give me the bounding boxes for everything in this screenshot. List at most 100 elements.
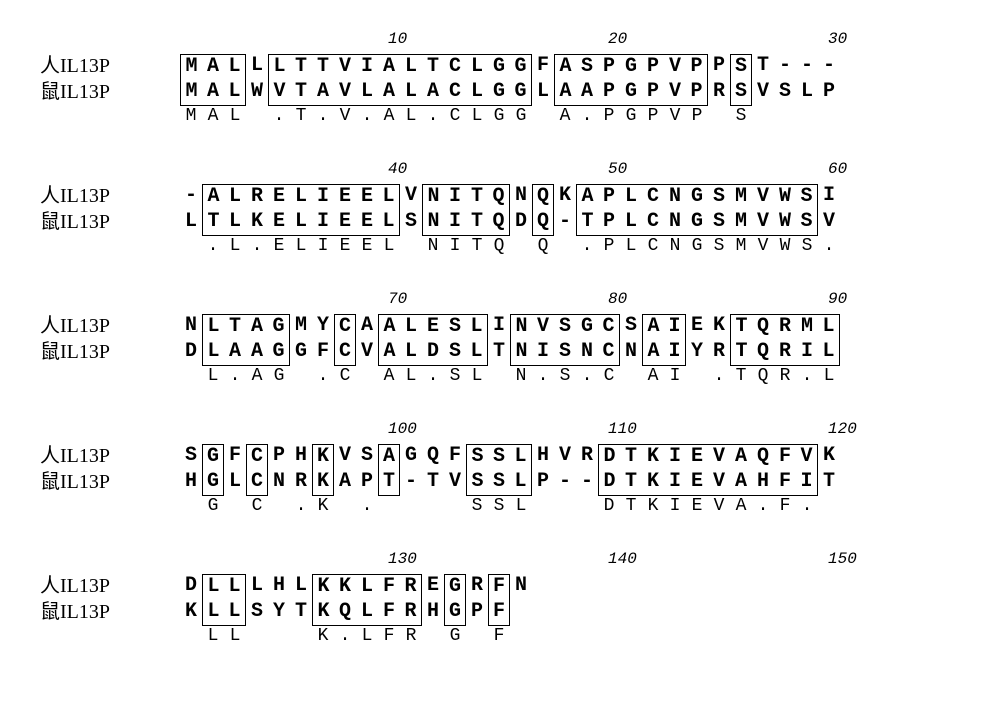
sequence-label-mouse: 鼠IL13P	[40, 600, 180, 626]
residue-cell: R	[576, 444, 598, 470]
residue-cell: I	[444, 210, 466, 236]
residue-cell	[268, 496, 290, 522]
residue-cell: V	[334, 80, 356, 106]
alignment-block: 130140150人IL13PDLLLHLKKLFREGRFN鼠IL13PKLL…	[40, 550, 960, 652]
residue-cell: H	[752, 470, 774, 496]
residue-cell: C	[444, 54, 466, 80]
residue-cell: V	[708, 470, 730, 496]
residue-cell: A	[642, 340, 664, 366]
residue-cell: G	[510, 54, 532, 80]
residue-cell: M	[730, 236, 752, 262]
consensus-label	[40, 236, 180, 262]
residue-cell: E	[334, 184, 356, 210]
residue-cell: P	[642, 80, 664, 106]
residue-cell: P	[532, 470, 554, 496]
residue-cell: I	[796, 340, 818, 366]
residue-cell: I	[444, 184, 466, 210]
residue-cell: L	[532, 80, 554, 106]
residue-cell: E	[686, 314, 708, 340]
residue-cell: E	[334, 210, 356, 236]
residue-cell: L	[202, 340, 224, 366]
residue-cell: .	[818, 236, 840, 262]
residue-cell: Y	[686, 340, 708, 366]
ruler-number: 10	[388, 30, 407, 49]
residue-cell: D	[180, 340, 202, 366]
residue-cell: L	[466, 80, 488, 106]
residue-cell: A	[378, 444, 400, 470]
residue-cell: C	[642, 210, 664, 236]
residue-cell: .	[422, 366, 444, 392]
residue-cell: E	[334, 236, 356, 262]
residue-cell: L	[400, 314, 422, 340]
residue-cell: D	[598, 470, 620, 496]
ruler-number: 100	[388, 420, 417, 439]
residue-cell: I	[664, 496, 686, 522]
residue-cell: I	[356, 54, 378, 80]
residue-cell: H	[268, 574, 290, 600]
residue-cell: T	[290, 600, 312, 626]
sequence-label-mouse: 鼠IL13P	[40, 210, 180, 236]
residue-cell: L	[796, 80, 818, 106]
residue-cell: .	[246, 236, 268, 262]
residue-cell: P	[466, 600, 488, 626]
residue-cell: S	[466, 496, 488, 522]
residue-cell: E	[268, 184, 290, 210]
residue-cell: S	[488, 496, 510, 522]
residue-cell: .	[224, 366, 246, 392]
residue-cell: .	[334, 626, 356, 652]
ruler-number: 120	[828, 420, 857, 439]
residue-cell	[246, 626, 268, 652]
residue-cell: M	[180, 80, 202, 106]
residue-cell: R	[290, 470, 312, 496]
residue-cell: K	[180, 600, 202, 626]
residue-cell: R	[708, 80, 730, 106]
ruler-number: 150	[828, 550, 857, 569]
residue-cell: L	[224, 106, 246, 132]
residue-cell: P	[598, 184, 620, 210]
residue-cell: L	[290, 574, 312, 600]
residue-cell: Q	[422, 444, 444, 470]
residue-cell: P	[686, 80, 708, 106]
sequence-label-mouse: 鼠IL13P	[40, 340, 180, 366]
sequence-row: SGFCPHKVSAGQFSSLHVRDTKIEVAQFVK	[180, 444, 840, 470]
residue-cell: .	[576, 106, 598, 132]
residue-cell	[774, 106, 796, 132]
residue-cell: N	[664, 210, 686, 236]
residue-cell: -	[774, 54, 796, 80]
residue-cell	[290, 366, 312, 392]
residue-cell: I	[818, 184, 840, 210]
residue-cell: F	[488, 600, 510, 626]
residue-cell: A	[246, 314, 268, 340]
residue-cell: Y	[312, 314, 334, 340]
residue-cell: T	[290, 106, 312, 132]
residue-cell	[246, 106, 268, 132]
ruler-number: 140	[608, 550, 637, 569]
residue-cell: A	[730, 444, 752, 470]
residue-cell	[180, 366, 202, 392]
sequence-row: KLLSYTKQLFRHGPF	[180, 600, 532, 626]
residue-cell: D	[180, 574, 202, 600]
residue-cell: V	[708, 496, 730, 522]
residue-cell: G	[202, 444, 224, 470]
residue-cell	[510, 626, 532, 652]
sequence-row: DLAAGGFCVALDSLTNISNCNAIYRTQRIL	[180, 340, 840, 366]
residue-cell: Q	[752, 314, 774, 340]
sequence-label-mouse: 鼠IL13P	[40, 80, 180, 106]
sequence-label-human: 人IL13P	[40, 444, 180, 470]
residue-cell: G	[576, 314, 598, 340]
residue-cell: S	[796, 236, 818, 262]
residue-cell: A	[202, 80, 224, 106]
ruler-number: 40	[388, 160, 407, 179]
residue-cell: N	[510, 574, 532, 600]
residue-cell	[466, 626, 488, 652]
residue-cell: T	[422, 470, 444, 496]
residue-cell: K	[312, 600, 334, 626]
residue-cell: S	[774, 80, 796, 106]
residue-cell: P	[686, 54, 708, 80]
residue-cell: T	[466, 236, 488, 262]
residue-cell: I	[664, 444, 686, 470]
residue-cell: I	[664, 470, 686, 496]
residue-cell: T	[730, 340, 752, 366]
residue-cell: S	[730, 80, 752, 106]
residue-cell: S	[466, 444, 488, 470]
